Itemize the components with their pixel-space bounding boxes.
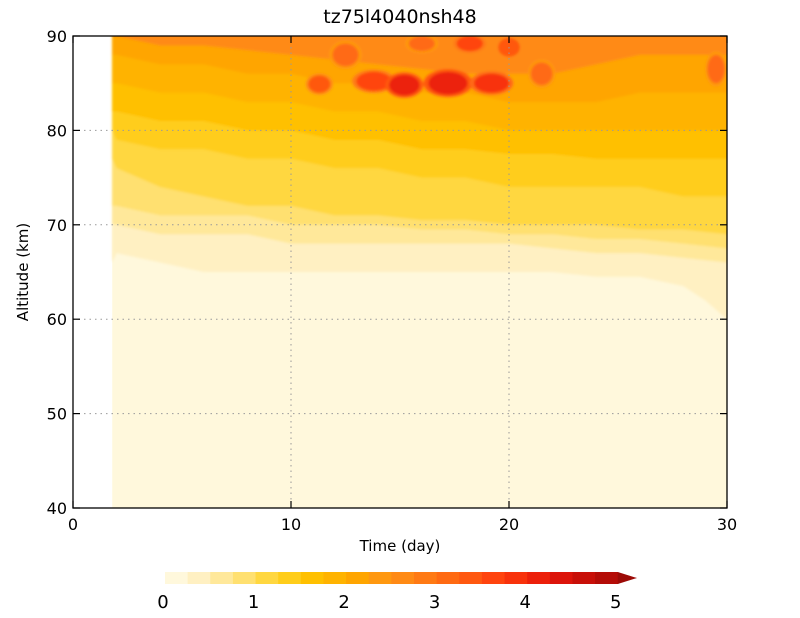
x-axis: 0 10 20 30 <box>68 36 737 534</box>
contour-layer-8 <box>112 36 727 74</box>
colorbar-swatch <box>527 572 551 584</box>
colorbar-tick-label: 0 <box>157 592 168 613</box>
colorbar-tick-label: 5 <box>610 592 621 613</box>
maximum-core-7 <box>408 36 435 52</box>
colorbar-swatch <box>504 572 528 584</box>
y-axis-label: Altitude (km) <box>14 223 32 321</box>
y-tick-label: 50 <box>47 405 67 424</box>
colorbar-tick-label: 3 <box>429 592 440 613</box>
x-tick-label: 30 <box>717 515 737 534</box>
colorbar-swatch <box>459 572 483 584</box>
y-tick-label: 60 <box>47 310 67 329</box>
y-tick-label: 40 <box>47 499 67 518</box>
colorbar-swatch <box>300 572 324 584</box>
colorbar-swatch <box>346 572 370 584</box>
colorbar-swatch <box>436 572 460 584</box>
colorbar-swatch <box>414 572 438 584</box>
maximum-core-8 <box>530 62 553 86</box>
chart-title: tz75l4040nsh48 <box>323 6 476 28</box>
y-tick-label: 80 <box>47 121 67 140</box>
colorbar-swatch <box>255 572 279 584</box>
x-tick-label: 10 <box>281 515 301 534</box>
colorbar-swatch <box>278 572 302 584</box>
y-tick-label: 70 <box>47 216 67 235</box>
x-tick-label: 0 <box>68 515 78 534</box>
maximum-core-1 <box>356 71 392 91</box>
maximum-core-3 <box>428 71 468 95</box>
colorbar-swatch <box>368 572 392 584</box>
maximum-core-9 <box>332 43 359 67</box>
colorbar-swatch <box>323 572 347 584</box>
maximum-core-0 <box>308 75 331 93</box>
colorbar-swatch <box>549 572 573 584</box>
maximum-core-10 <box>707 54 725 84</box>
colorbar-swatch <box>187 572 211 584</box>
plot-area <box>72 35 728 509</box>
field-layers <box>112 36 727 320</box>
colorbar-swatch <box>232 572 257 584</box>
heatmap-field <box>112 36 727 508</box>
colorbar-swatch <box>391 572 415 584</box>
colorbar-tick-label: 1 <box>248 592 259 613</box>
colorbar-swatch <box>572 572 596 584</box>
colorbar-swatch <box>210 572 234 584</box>
colorbar-swatch <box>165 572 189 584</box>
colorbar-tick-label: 4 <box>519 592 530 613</box>
colorbar-extend-arrow <box>617 572 637 584</box>
maximum-core-4 <box>474 73 509 93</box>
maximum-core-5 <box>456 36 483 52</box>
y-tick-label: 90 <box>47 27 67 46</box>
grid-lines <box>73 36 727 508</box>
plot-frame <box>72 35 728 509</box>
colorbar: 0 1 2 3 4 5 <box>157 572 637 613</box>
x-axis-label: Time (day) <box>359 537 441 555</box>
colorbar-swatch <box>595 572 619 584</box>
maximum-core-2 <box>389 74 420 96</box>
y-axis: 40 50 60 70 80 90 <box>47 27 727 518</box>
x-tick-label: 20 <box>499 515 519 534</box>
colorbar-swatch <box>481 572 506 584</box>
colorbar-tick-label: 2 <box>338 592 349 613</box>
